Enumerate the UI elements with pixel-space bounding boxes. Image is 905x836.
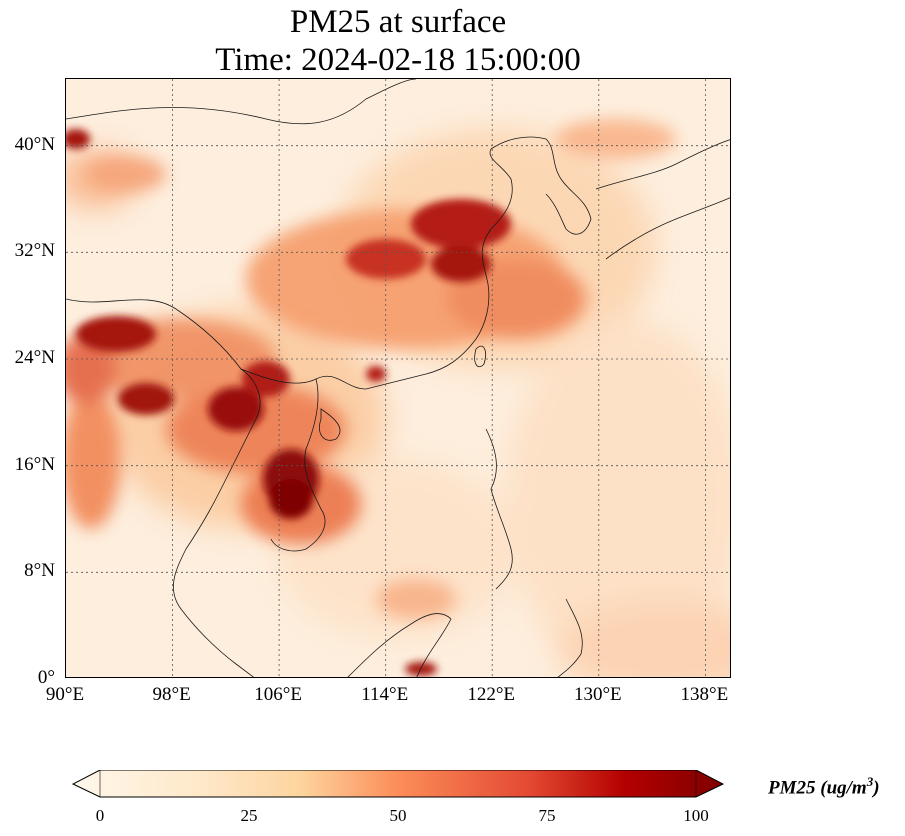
- lat-tick-label: 32°N: [14, 240, 55, 262]
- lat-tick-label: 0°: [37, 667, 55, 688]
- lon-tick-label: 106°E: [254, 684, 302, 705]
- lon-tick-label: 114°E: [361, 684, 409, 705]
- lon-tick-label: 138°E: [680, 684, 729, 705]
- colorbar-label-power: 3: [866, 774, 874, 789]
- colorbar-tick: 50: [389, 806, 407, 825]
- colorbar-tick: 75: [538, 806, 556, 825]
- lat-tick-label: 16°N: [14, 453, 55, 475]
- colorbar-label-close: ): [873, 777, 880, 799]
- gridlines: [66, 79, 730, 677]
- colorbar-tick: 100: [683, 806, 709, 825]
- lat-tick-label: 24°N: [14, 347, 55, 368]
- hotspots: [66, 129, 511, 676]
- lon-tick-label: 130°E: [573, 684, 622, 705]
- lon-tick-label: 98°E: [152, 684, 191, 705]
- map-title: PM25 at surface: [289, 4, 507, 40]
- pm25-field: [66, 79, 730, 677]
- lon-tick-label: 90°E: [45, 684, 85, 705]
- colorbar-label-unit: (ug/m: [820, 777, 867, 799]
- colorbar-tick: 25: [240, 806, 258, 825]
- pm25-map: [65, 78, 731, 678]
- map-time-subtitle: Time: 2024-02-18 15:00:00: [215, 42, 581, 78]
- colorbar: [72, 770, 724, 798]
- colorbar-label: PM25 (ug/m3): [768, 774, 880, 799]
- colorbar-label-var: PM25: [768, 777, 816, 799]
- lat-tick-label: 40°N: [14, 133, 55, 155]
- lon-tick-label: 122°E: [467, 684, 516, 705]
- lat-tick-label: 8°N: [24, 560, 55, 582]
- colorbar-tick: 0: [95, 806, 105, 825]
- coastlines: [66, 79, 730, 677]
